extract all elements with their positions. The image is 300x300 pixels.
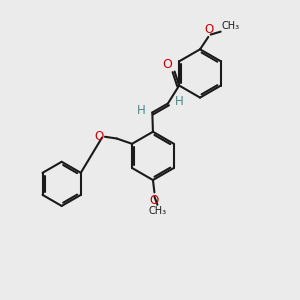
Text: O: O <box>150 194 159 207</box>
Text: O: O <box>94 130 104 143</box>
Text: CH₃: CH₃ <box>148 206 166 216</box>
Text: O: O <box>204 23 214 36</box>
Text: H: H <box>137 103 146 117</box>
Text: CH₃: CH₃ <box>222 21 240 31</box>
Text: O: O <box>162 58 172 70</box>
Text: H: H <box>174 94 183 108</box>
